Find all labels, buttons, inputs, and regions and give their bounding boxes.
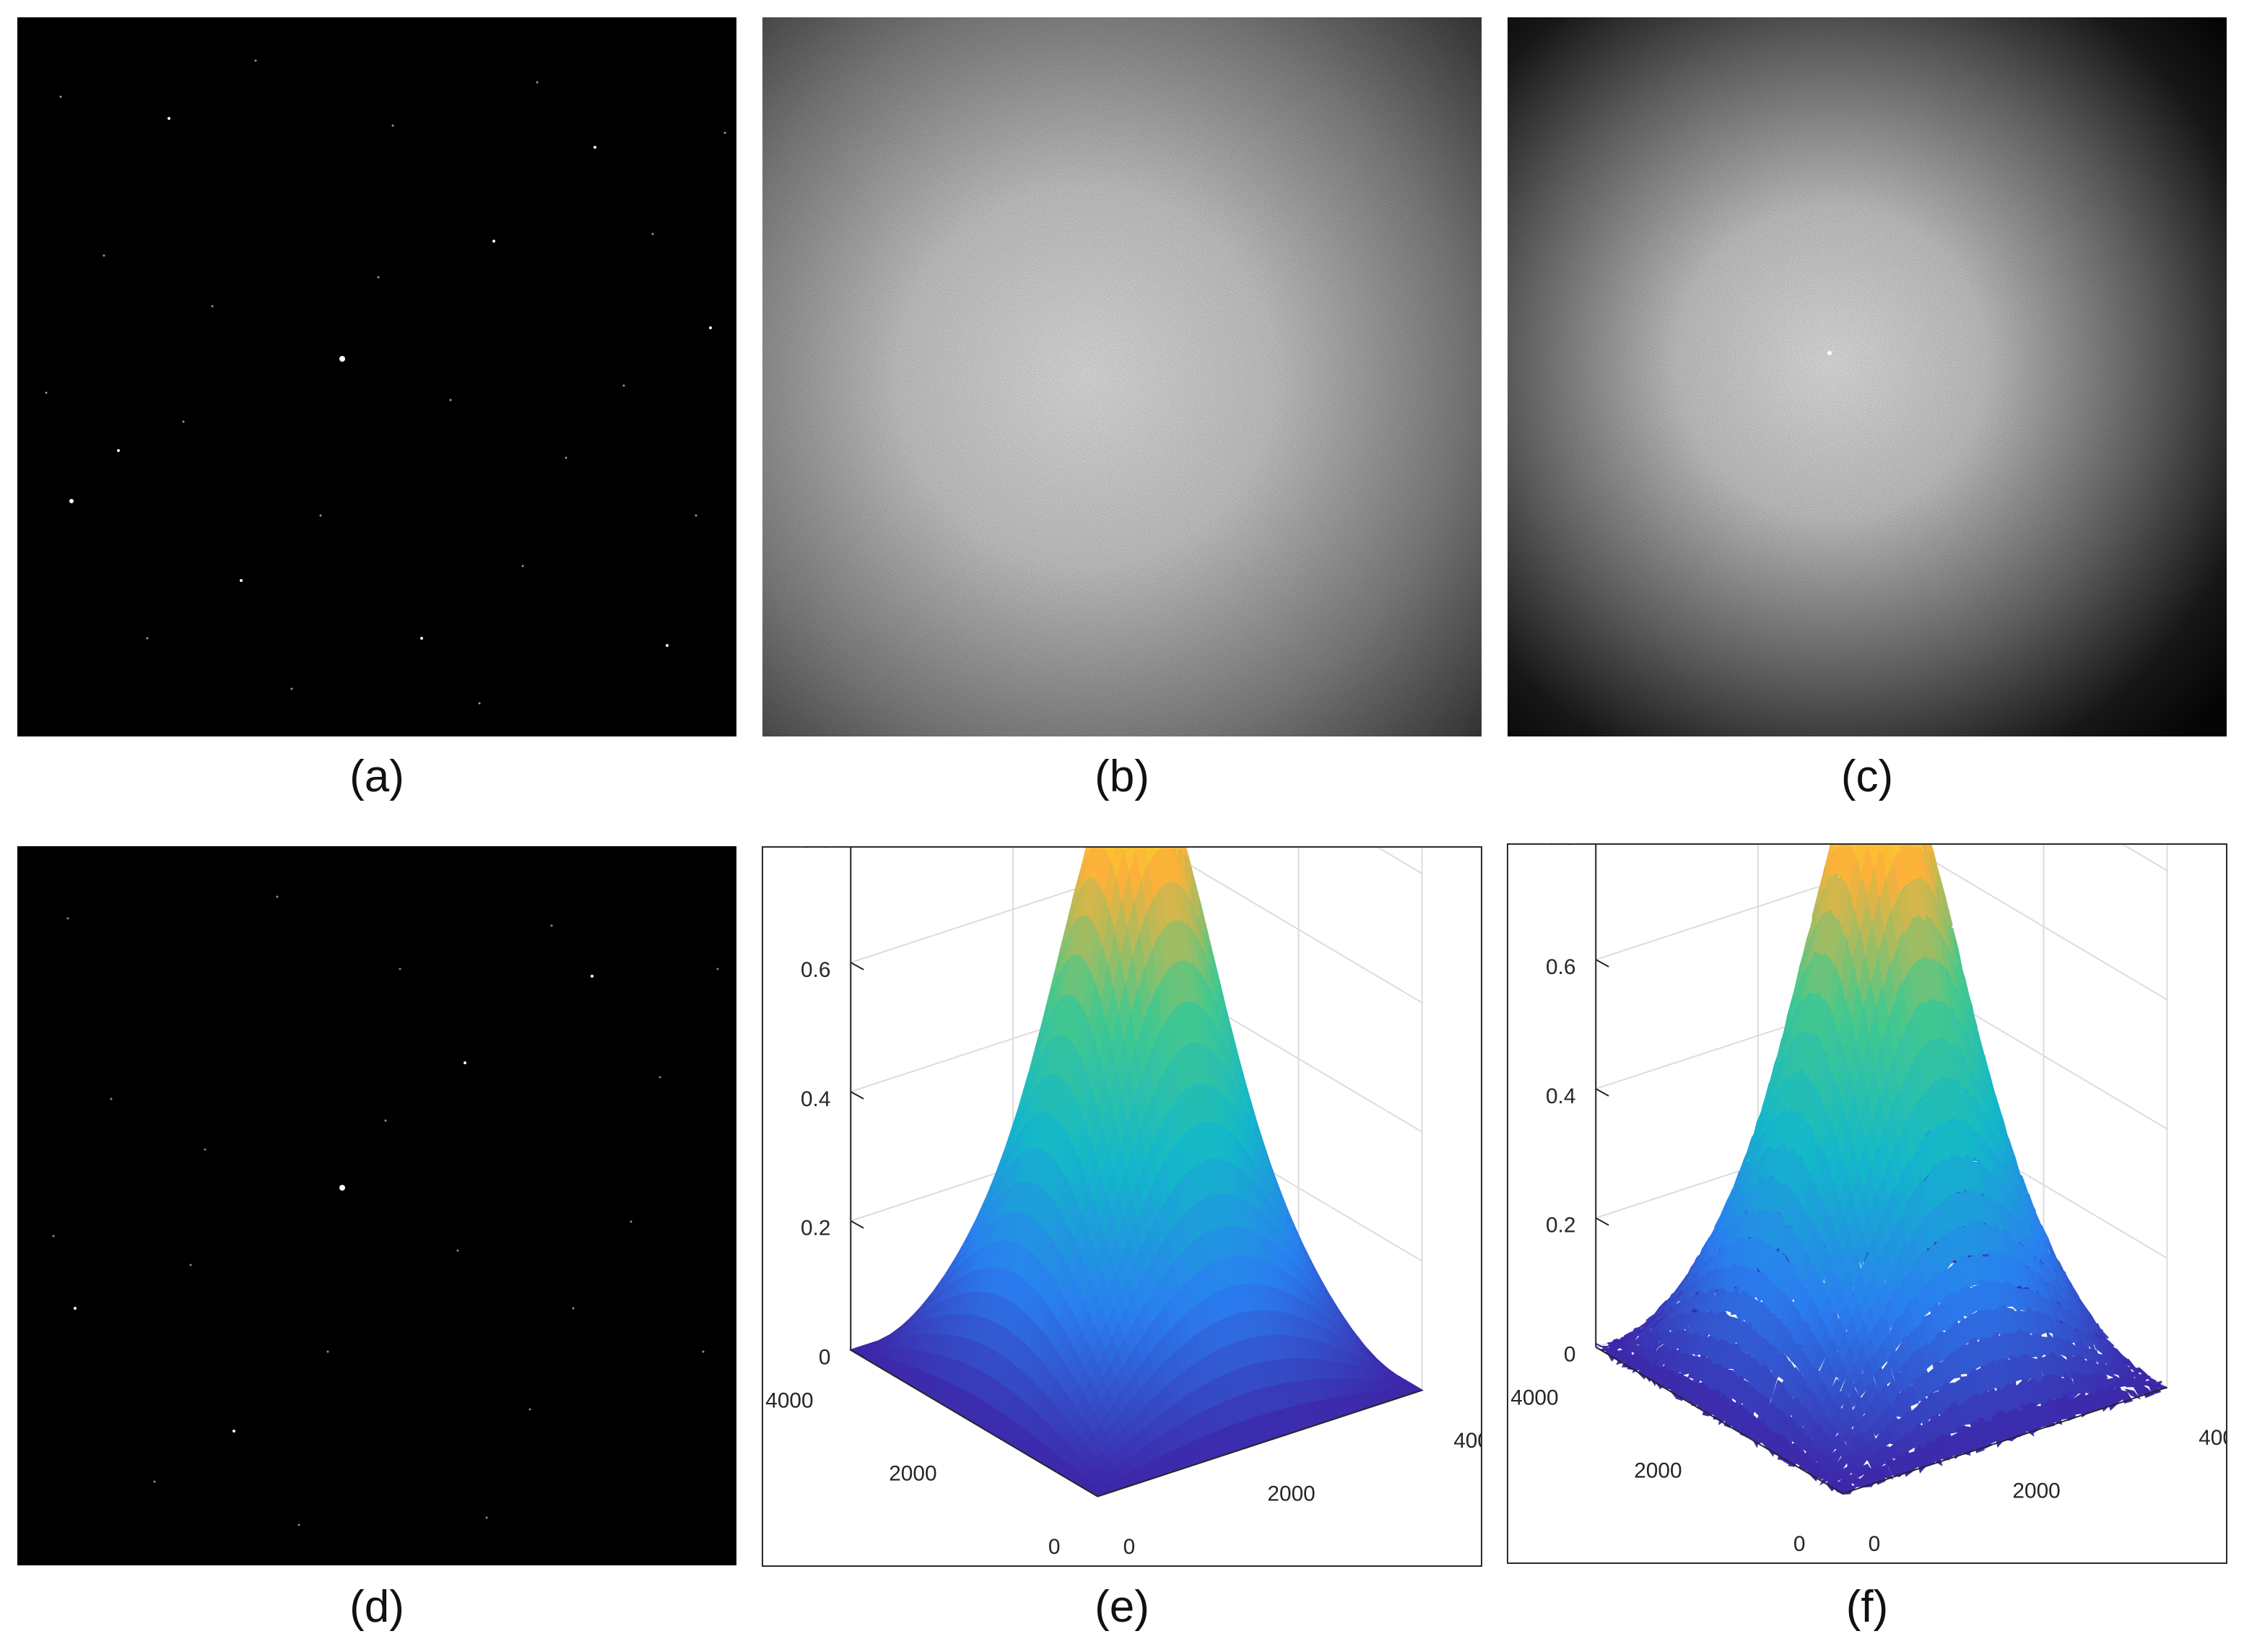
z-tick-label: 0.4 [1546, 1084, 1575, 1108]
z-tick-label: 0.8 [801, 848, 830, 853]
panel-c-vignetting-image [1508, 17, 2227, 736]
caption-c: (c) [1723, 755, 2012, 799]
z-tick-label: 0.4 [801, 1087, 830, 1111]
panel-d-star-image [17, 846, 736, 1565]
surface-mesh [851, 848, 1422, 1497]
panel-f-surface-plot: 00.20.40.60.81020004000020004000 [1507, 843, 2227, 1564]
surface-plot-f: 00.20.40.60.81020004000020004000 [1508, 845, 2226, 1562]
z-tick-label: 0.2 [1546, 1214, 1575, 1238]
caption-e: (e) [978, 1585, 1266, 1630]
panel-a-star-image [17, 17, 736, 736]
z-tick-label: 0.6 [1546, 955, 1575, 979]
panel-b-vignetting-image [762, 17, 1482, 736]
caption-b: (b) [978, 755, 1266, 799]
x-tick-label: 4000 [1453, 1429, 1481, 1453]
z-tick-label: 0.8 [1546, 845, 1575, 850]
caption-d: (d) [232, 1585, 521, 1630]
z-tick-label: 0.2 [801, 1217, 830, 1240]
x-tick-label: 2000 [2012, 1479, 2060, 1503]
panel-e-surface-plot: 00.20.40.60.81020004000020004000 [762, 846, 1482, 1567]
star-field-a [17, 17, 736, 736]
vignetting-image-b [762, 17, 1482, 736]
z-tick-label: 0 [1564, 1343, 1576, 1367]
x-tick-label: 4000 [2199, 1426, 2226, 1450]
caption-f: (f) [1723, 1585, 2012, 1630]
x-tick-label: 2000 [1267, 1482, 1315, 1506]
z-tick-label: 0 [819, 1346, 831, 1370]
y-tick-label: 0 [1048, 1535, 1061, 1559]
caption-a: (a) [232, 755, 521, 799]
y-tick-label: 4000 [1510, 1386, 1558, 1409]
star-field-d [17, 846, 736, 1565]
surface-plot-e: 00.20.40.60.81020004000020004000 [763, 848, 1481, 1565]
y-tick-label: 0 [1793, 1532, 1806, 1556]
y-tick-label: 4000 [765, 1388, 813, 1412]
y-tick-label: 2000 [1634, 1459, 1682, 1483]
x-tick-label: 0 [1123, 1535, 1136, 1559]
surface-mesh [1596, 845, 2167, 1494]
x-tick-label: 0 [1869, 1532, 1881, 1556]
y-tick-label: 2000 [889, 1462, 936, 1486]
z-tick-label: 0.6 [801, 958, 830, 982]
vignetting-image-c [1508, 17, 2227, 736]
